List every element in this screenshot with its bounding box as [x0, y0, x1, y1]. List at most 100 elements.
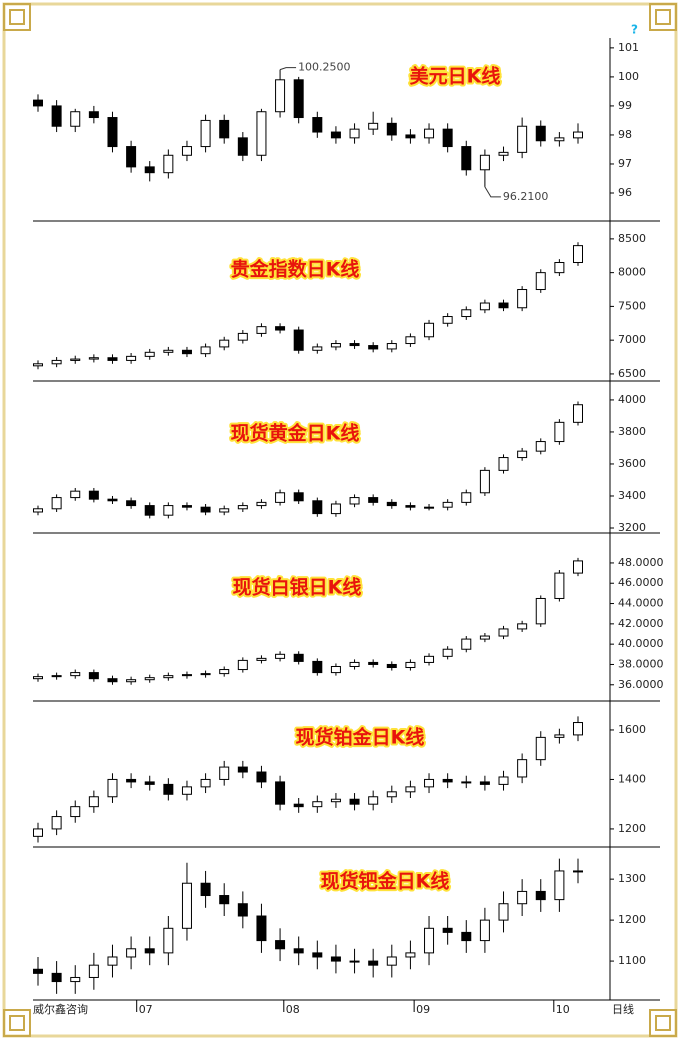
candle-body [275, 653, 286, 659]
candle-body [517, 890, 528, 905]
candle-body [312, 346, 323, 351]
candle-body [237, 505, 248, 510]
candle-body [107, 117, 118, 148]
candle-body [554, 262, 565, 274]
candle-body [535, 272, 546, 291]
y-tick-label: 3600 [618, 457, 646, 470]
y-tick-label: 99 [618, 99, 632, 112]
y-tick-label: 98 [618, 128, 632, 141]
candle-body [405, 952, 416, 958]
candle-body [237, 137, 248, 156]
candle-body [163, 154, 174, 174]
candle-body [330, 343, 341, 348]
annotation-leader [279, 67, 297, 71]
candle-body [88, 796, 99, 808]
candle-body [424, 128, 435, 139]
candle-body [535, 125, 546, 142]
x-tick-label: 10 [556, 1003, 570, 1016]
y-tick-label: 1200 [618, 913, 646, 926]
candle-body [237, 903, 248, 917]
y-tick-label: 96 [618, 186, 632, 199]
candle-body [126, 146, 137, 168]
y-tick-label: 48.0000 [618, 556, 664, 569]
candle-body [554, 421, 565, 443]
y-tick-label: 36.0000 [618, 678, 664, 691]
candle-body [517, 450, 528, 459]
annotation-leader [484, 186, 501, 198]
candle-body [330, 665, 341, 674]
candle-body [88, 111, 99, 119]
candle-body [70, 358, 81, 361]
candle-body [386, 956, 397, 966]
candle-body [256, 326, 267, 334]
candle-body [312, 952, 323, 958]
candle-body [405, 336, 416, 345]
candle-body [163, 675, 174, 679]
candle-body [126, 679, 137, 683]
candle-body [256, 657, 267, 661]
candle-body [293, 492, 304, 502]
candle-body [293, 79, 304, 119]
candle-body [479, 469, 490, 494]
candle-body [51, 675, 62, 678]
candle-body [312, 117, 323, 133]
candle-body [535, 441, 546, 452]
candle-body [517, 125, 528, 153]
candle-body [461, 492, 472, 503]
candle-body [88, 357, 99, 360]
candle-body [88, 964, 99, 978]
panel-title: 现货黄金日K线 [231, 422, 360, 445]
candle-body [479, 635, 490, 640]
candle-body [573, 404, 583, 423]
candle-body [386, 501, 397, 507]
annotation: 96.2100 [503, 190, 549, 203]
candle-body [293, 948, 304, 954]
candle-body [88, 490, 99, 500]
candle-body [51, 497, 62, 510]
candle-body [275, 492, 286, 503]
candle-body [424, 927, 435, 954]
candle-body [200, 506, 211, 513]
candle-body [312, 801, 323, 808]
y-tick-label: 101 [618, 41, 639, 54]
x-tick-label: 08 [286, 1003, 300, 1016]
y-tick-label: 8500 [618, 232, 646, 245]
panel-title: 美元日K线 [410, 65, 501, 88]
candle-body [181, 505, 192, 508]
y-tick-label: 1400 [618, 772, 646, 785]
candle-body [219, 669, 230, 675]
y-tick-label: 3400 [618, 489, 646, 502]
candle-body [88, 672, 99, 680]
candle-body [126, 778, 137, 783]
candle-body [479, 781, 490, 785]
candle-body [368, 960, 379, 966]
candle-body [219, 895, 230, 905]
candle-body [405, 661, 416, 669]
candle-body [461, 638, 472, 650]
candle-body [405, 786, 416, 793]
candle-body [275, 79, 286, 113]
candle-body [330, 956, 341, 962]
candle-body [405, 134, 416, 139]
candle-body [200, 778, 211, 788]
candle-body [33, 968, 43, 974]
candle-body [330, 503, 341, 515]
candle-body [368, 122, 379, 130]
candle-body [368, 661, 379, 665]
candle-body [405, 505, 416, 508]
candle-body [275, 940, 286, 950]
y-tick-label: 4000 [618, 393, 646, 406]
candle-body [461, 146, 472, 171]
candle-body [181, 146, 192, 156]
y-tick-label: 97 [618, 157, 632, 170]
help-icon[interactable]: ? [631, 23, 638, 37]
candle-body [33, 99, 43, 107]
candle-body [107, 678, 118, 683]
candle-body [554, 734, 565, 738]
candle-body [126, 948, 137, 958]
candle-body [573, 245, 583, 264]
candle-body [181, 882, 192, 929]
candle-body [498, 302, 509, 309]
y-tick-label: 44.0000 [618, 597, 664, 610]
